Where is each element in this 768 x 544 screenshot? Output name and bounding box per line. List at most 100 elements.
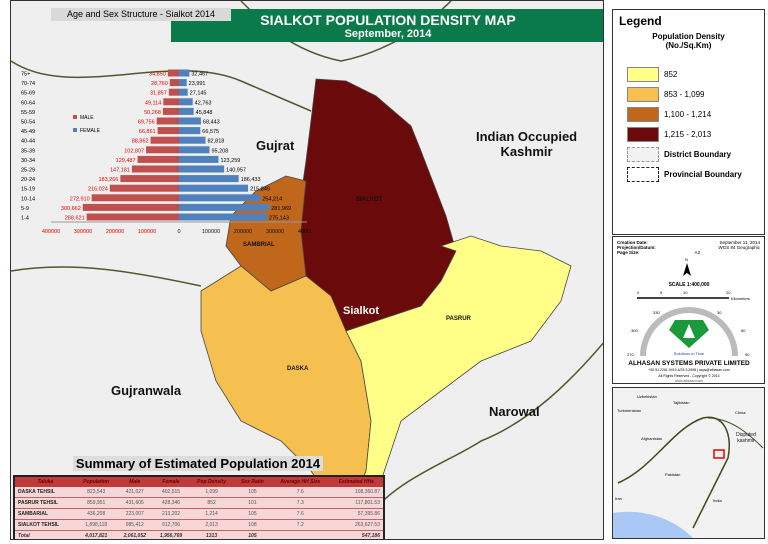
x-tick-label: 200000 bbox=[234, 229, 252, 235]
column-header: Sex Ratio bbox=[233, 476, 271, 487]
sialkot-locator-box bbox=[713, 449, 725, 459]
table-cell: 4,017,821 bbox=[75, 530, 117, 539]
company-name: ALHASAN SYSTEMS PRIVATE LIMITED bbox=[628, 360, 750, 367]
legend-panel: Legend Population Density (No./Sq.Km) 85… bbox=[612, 9, 765, 235]
male-value-label: 88,862 bbox=[132, 139, 149, 145]
male-bar bbox=[86, 213, 179, 221]
age-label: 70-74 bbox=[21, 81, 35, 87]
female-bar bbox=[179, 127, 201, 135]
compass-arc bbox=[640, 307, 738, 357]
table-cell: 105 bbox=[233, 487, 271, 498]
age-label: 75+ bbox=[21, 72, 30, 78]
tagline: Solutions in Time bbox=[674, 351, 705, 356]
scale-text: SCALE 1:400,000 bbox=[669, 282, 710, 288]
legend-item-852: 852 bbox=[627, 67, 764, 82]
inset-label: Pakistan bbox=[665, 472, 680, 477]
table-row: SAMBARIAL 436,208 223,007 213,202 1,214 105 7.… bbox=[14, 508, 384, 520]
table-cell: 421,027 bbox=[116, 487, 153, 498]
male-value-label: 102,807 bbox=[124, 148, 144, 154]
map-frame[interactable]: Gujrat Indian Occupied Kashmir Sialkot SI… bbox=[10, 0, 604, 540]
summary-table: Taluka Population Male Female Pop Density Sex… bbox=[13, 475, 385, 539]
legend-female-label: FEMALE bbox=[80, 128, 101, 134]
female-value-label: 140,957 bbox=[226, 168, 246, 174]
inset-label: India bbox=[713, 498, 722, 503]
male-bar bbox=[146, 146, 179, 154]
summary-title: Summary of Estimated Population 2014 bbox=[73, 456, 323, 471]
female-bar bbox=[179, 107, 194, 115]
male-bar bbox=[162, 107, 179, 115]
male-value-label: 34,850 bbox=[149, 72, 166, 78]
north-arrow-icon bbox=[683, 263, 691, 276]
swatch bbox=[627, 167, 659, 182]
scale-unit: Kilometers bbox=[731, 296, 750, 301]
table-cell: 1,956,769 bbox=[152, 530, 190, 539]
label-sambrial: SAMBRIAL bbox=[243, 242, 275, 248]
table-cell: 852 bbox=[189, 497, 234, 509]
male-bar bbox=[137, 155, 179, 163]
label-gujranwala: Gujranwala bbox=[111, 383, 182, 398]
male-value-label: 129,487 bbox=[116, 158, 136, 164]
male-value-label: 288,621 bbox=[65, 216, 85, 222]
map-info-panel: Creation Date: September 11, 2014 Project… bbox=[612, 236, 765, 384]
legend-label: 1,100 - 1,214 bbox=[664, 110, 712, 119]
x-tick-label: 100000 bbox=[202, 229, 220, 235]
table-cell: 1,099 bbox=[189, 487, 234, 498]
compass-label: 90 bbox=[745, 352, 750, 357]
female-value-label: 68,443 bbox=[203, 120, 220, 126]
table-cell: 213,202 bbox=[152, 508, 190, 520]
age-label: 15-19 bbox=[21, 187, 35, 193]
summary-panel: Summary of Estimated Population 2014 Tal… bbox=[13, 456, 391, 539]
label-kashmir-1: Indian Occupied bbox=[476, 129, 578, 144]
info-projection: Projection/Datum: WGS 84 Geographic bbox=[613, 245, 764, 250]
compass-label: 60 bbox=[741, 328, 746, 333]
age-label: 40-44 bbox=[21, 139, 35, 145]
creation-value: September 11, 2014 bbox=[719, 240, 760, 245]
male-bar bbox=[91, 194, 179, 202]
column-header: Female bbox=[152, 476, 190, 487]
table-cell: 7.3 bbox=[270, 497, 330, 509]
female-value-label: 254,214 bbox=[262, 196, 282, 202]
compass-label: 30 bbox=[717, 310, 722, 315]
age-label: 20-24 bbox=[21, 177, 35, 183]
label-narowal: Narowal bbox=[489, 404, 540, 419]
table-cell: 912,706 bbox=[152, 519, 190, 531]
scale-tick: 5 bbox=[660, 290, 663, 295]
company-contact: +92.51.2261.9419.4/25.3.2698 | asps@alha… bbox=[648, 368, 730, 372]
legend-label: 852 bbox=[664, 70, 678, 79]
inset-label: Afghanistan bbox=[641, 436, 662, 441]
x-tick-label: 100000 bbox=[138, 229, 156, 235]
male-bar bbox=[169, 79, 179, 87]
table-cell: 547,186 bbox=[329, 530, 384, 539]
age-label: 55-59 bbox=[21, 110, 35, 116]
female-value-label: 186,433 bbox=[241, 177, 261, 183]
age-label: 1-4 bbox=[21, 216, 29, 222]
column-header: Male bbox=[116, 476, 153, 487]
table-cell: 823,543 bbox=[75, 487, 117, 498]
table-cell: 101 bbox=[233, 497, 271, 509]
table-cell: 7.6 bbox=[270, 508, 330, 520]
female-bar bbox=[179, 146, 210, 154]
table-cell: DASKA TEHSIL bbox=[14, 487, 76, 498]
inset-label: Uzbekistan bbox=[637, 394, 657, 399]
inset-svg: Uzbekistan Tajikistan Turkmenistan China… bbox=[613, 394, 764, 538]
male-bar bbox=[82, 203, 179, 211]
scale-tick: 10 bbox=[683, 290, 688, 295]
female-value-label: 42,763 bbox=[195, 100, 212, 106]
table-cell: SAMBARIAL bbox=[14, 508, 76, 520]
inset-locator-map: Uzbekistan Tajikistan Turkmenistan China… bbox=[612, 387, 765, 539]
age-label: 5-9 bbox=[21, 206, 29, 212]
male-value-label: 66,861 bbox=[139, 129, 156, 135]
table-cell bbox=[270, 530, 330, 539]
table-row: SIALKOT TEHSIL 1,898,118 985,412 912,706 2,0… bbox=[14, 519, 384, 531]
male-value-label: 272,910 bbox=[70, 196, 90, 202]
table-cell: 402,515 bbox=[152, 487, 190, 498]
female-value-label: 215,849 bbox=[250, 187, 270, 193]
age-sex-pyramid: Age and Sex Structure - Sialkot 2014 75+… bbox=[11, 1, 311, 241]
table-cell: 108 bbox=[233, 519, 271, 531]
column-header: Average HH Size bbox=[270, 476, 330, 487]
inset-label: Iran bbox=[615, 496, 622, 501]
info-creation: Creation Date: September 11, 2014 bbox=[613, 237, 764, 245]
legend-male-swatch bbox=[73, 115, 77, 119]
legend-label: Provincial Boundary bbox=[664, 170, 742, 179]
male-bar bbox=[131, 165, 179, 173]
